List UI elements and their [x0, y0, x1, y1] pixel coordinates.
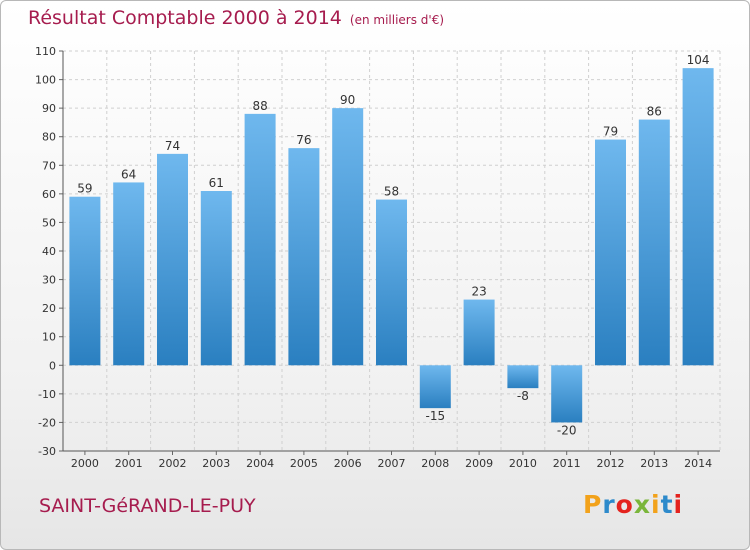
x-tick-label: 2007 — [378, 457, 406, 470]
data-label: 74 — [165, 139, 180, 153]
data-label: 79 — [603, 125, 618, 139]
data-label: 23 — [471, 285, 486, 299]
x-tick-label: 2012 — [597, 457, 625, 470]
bar — [463, 299, 495, 366]
y-tick-label: -30 — [38, 445, 56, 458]
logo-letter: i — [673, 490, 684, 519]
x-tick-label: 2008 — [421, 457, 449, 470]
x-tick-label: 2011 — [553, 457, 581, 470]
data-label: -15 — [425, 409, 445, 423]
logo-letter: t — [660, 490, 674, 519]
logo-letter: i — [651, 490, 661, 519]
data-label: 61 — [209, 176, 224, 190]
bar — [288, 148, 320, 366]
logo-letter: r — [602, 490, 616, 519]
chart-title: Résultat Comptable 2000 à 2014 (en millie… — [28, 7, 444, 29]
x-tick-label: 2010 — [509, 457, 537, 470]
bar — [376, 199, 407, 366]
y-tick-label: 60 — [42, 188, 56, 201]
x-tick-label: 2002 — [159, 457, 187, 470]
bar — [638, 119, 670, 366]
y-tick-label: -10 — [38, 388, 56, 401]
data-label: 58 — [384, 185, 399, 199]
y-tick-label: 70 — [42, 159, 56, 172]
data-label: -8 — [517, 389, 529, 403]
y-tick-label: 30 — [42, 274, 56, 287]
bar — [332, 108, 364, 366]
y-tick-label: 0 — [49, 359, 56, 372]
bar — [682, 68, 714, 366]
bar — [595, 139, 626, 366]
y-tick-label: 50 — [42, 216, 56, 229]
bar — [200, 191, 232, 366]
data-label: 86 — [647, 105, 662, 119]
commune-name: SAINT-GéRAND-LE-PUY — [39, 495, 256, 517]
x-tick-label: 2005 — [290, 457, 318, 470]
x-tick-label: 2013 — [640, 457, 668, 470]
bar — [507, 365, 539, 389]
x-tick-label: 2003 — [202, 457, 230, 470]
data-label: 64 — [121, 167, 136, 181]
y-tick-label: 100 — [35, 74, 56, 87]
bar — [551, 365, 583, 423]
data-label: 90 — [340, 93, 355, 107]
data-label: 76 — [296, 133, 311, 147]
x-tick-label: 2004 — [246, 457, 274, 470]
x-tick-label: 2014 — [684, 457, 712, 470]
data-label: -20 — [557, 423, 577, 437]
chart-title-text: Résultat Comptable 2000 à 2014 — [28, 7, 342, 29]
bar — [157, 153, 188, 366]
x-tick-label: 2001 — [115, 457, 143, 470]
bar — [419, 365, 451, 409]
bar — [244, 113, 276, 366]
logo-letter: x — [633, 490, 651, 519]
logo-letter: P — [583, 490, 603, 519]
data-label: 88 — [252, 99, 267, 113]
y-tick-label: -20 — [38, 416, 56, 429]
data-label: 59 — [77, 182, 92, 196]
bar — [69, 196, 101, 366]
y-tick-label: 90 — [42, 102, 56, 115]
x-tick-label: 2009 — [465, 457, 493, 470]
logo-letter: o — [615, 490, 634, 519]
y-tick-label: 40 — [42, 245, 56, 258]
data-label: 104 — [687, 53, 710, 67]
x-tick-label: 2000 — [71, 457, 99, 470]
chart-unit: (en milliers d'€) — [349, 13, 445, 27]
y-tick-label: 110 — [35, 45, 56, 58]
proxiti-logo: Proxiti — [583, 490, 683, 519]
bar — [113, 182, 145, 366]
y-tick-label: 80 — [42, 131, 56, 144]
x-tick-label: 2006 — [334, 457, 362, 470]
y-tick-label: 20 — [42, 302, 56, 315]
y-tick-label: 10 — [42, 331, 56, 344]
